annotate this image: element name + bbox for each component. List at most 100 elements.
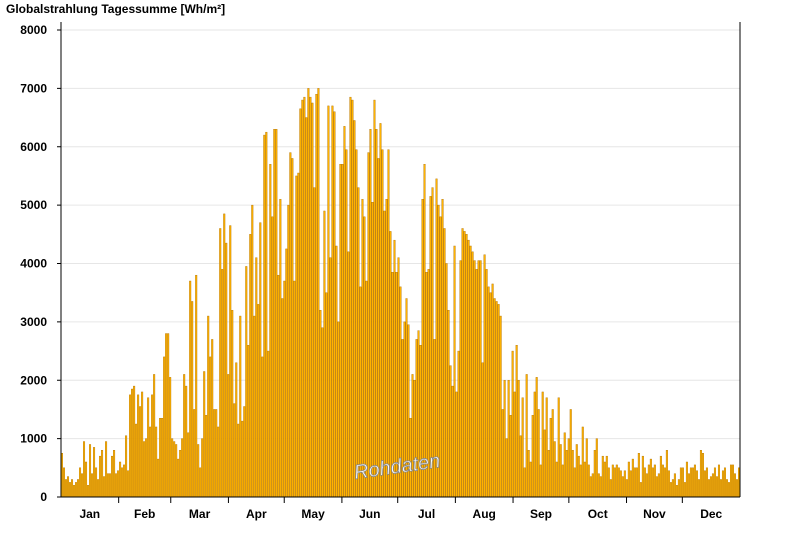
- bar: [223, 213, 226, 498]
- bar: [189, 280, 192, 498]
- bar: [225, 242, 228, 498]
- bar: [519, 435, 522, 498]
- bar: [373, 99, 376, 498]
- bar: [323, 210, 326, 498]
- bar: [203, 371, 206, 498]
- x-tick-label: Sep: [530, 507, 552, 521]
- y-tick-label: 2000: [20, 373, 47, 387]
- bar: [607, 467, 610, 498]
- bar: [717, 464, 720, 498]
- bar: [201, 438, 204, 498]
- bar: [257, 304, 260, 498]
- bar: [185, 385, 188, 498]
- bar: [675, 485, 678, 498]
- bar: [493, 298, 496, 498]
- bar: [387, 149, 390, 498]
- bar: [95, 467, 98, 498]
- bar: [65, 479, 68, 498]
- bar: [665, 450, 668, 498]
- bar: [331, 105, 334, 498]
- bar: [139, 406, 142, 498]
- bar: [317, 88, 320, 498]
- bar: [227, 374, 230, 498]
- bar: [249, 234, 252, 498]
- bar: [555, 461, 558, 498]
- bar: [713, 467, 716, 498]
- bar: [483, 254, 486, 498]
- bar: [611, 464, 614, 498]
- bar: [347, 251, 350, 498]
- bar: [215, 409, 218, 498]
- bar: [103, 476, 106, 498]
- bar: [307, 88, 310, 498]
- bar: [725, 479, 728, 498]
- bar: [453, 245, 456, 498]
- bar: [169, 377, 172, 498]
- bar: [435, 178, 438, 498]
- bar: [463, 231, 466, 498]
- bar: [127, 470, 130, 498]
- bar: [235, 362, 238, 498]
- bar: [649, 458, 652, 498]
- bar: [239, 315, 242, 498]
- x-tick-label: Mar: [189, 507, 211, 521]
- bar: [475, 269, 478, 498]
- bar: [251, 204, 254, 498]
- bar: [81, 473, 84, 498]
- bar: [677, 479, 680, 498]
- bar: [99, 455, 102, 498]
- bar: [579, 464, 582, 498]
- bar: [705, 467, 708, 498]
- bar: [335, 245, 338, 498]
- bar: [583, 461, 586, 498]
- bar: [289, 152, 292, 498]
- bar: [363, 216, 366, 498]
- x-tick-label: Feb: [134, 507, 155, 521]
- bar: [195, 274, 198, 498]
- bar: [443, 228, 446, 498]
- bar: [695, 470, 698, 498]
- bar: [711, 473, 714, 498]
- bar: [237, 423, 240, 498]
- bar: [261, 356, 264, 498]
- bar: [263, 134, 266, 498]
- y-tick-label: 1000: [20, 432, 47, 446]
- bar: [653, 464, 656, 498]
- bar: [687, 473, 690, 498]
- bar: [455, 391, 458, 498]
- bar: [655, 476, 658, 498]
- bar: [735, 479, 738, 498]
- bar: [345, 149, 348, 498]
- bar: [499, 315, 502, 498]
- bar: [627, 461, 630, 498]
- bar: [293, 280, 296, 498]
- bar: [605, 455, 608, 498]
- bar: [353, 120, 356, 498]
- bar: [105, 441, 108, 498]
- bar: [93, 447, 96, 498]
- bar: [643, 467, 646, 498]
- bar: [647, 464, 650, 498]
- bar: [275, 129, 278, 498]
- bar: [117, 470, 120, 498]
- bar: [609, 479, 612, 498]
- bar: [287, 204, 290, 498]
- bar: [721, 470, 724, 498]
- bar: [651, 467, 654, 498]
- bar: [621, 476, 624, 498]
- bar: [319, 310, 322, 498]
- bar: [481, 362, 484, 498]
- bar: [683, 482, 686, 498]
- bar: [639, 482, 642, 498]
- bar: [477, 260, 480, 498]
- bar: [75, 482, 78, 498]
- bar: [279, 199, 282, 498]
- bar: [719, 479, 722, 498]
- bar: [221, 269, 224, 498]
- x-tick-label: May: [301, 507, 325, 521]
- bar: [487, 286, 490, 498]
- bar: [631, 458, 634, 498]
- bar: [559, 444, 562, 498]
- bar: [325, 292, 328, 498]
- bar: [351, 99, 354, 498]
